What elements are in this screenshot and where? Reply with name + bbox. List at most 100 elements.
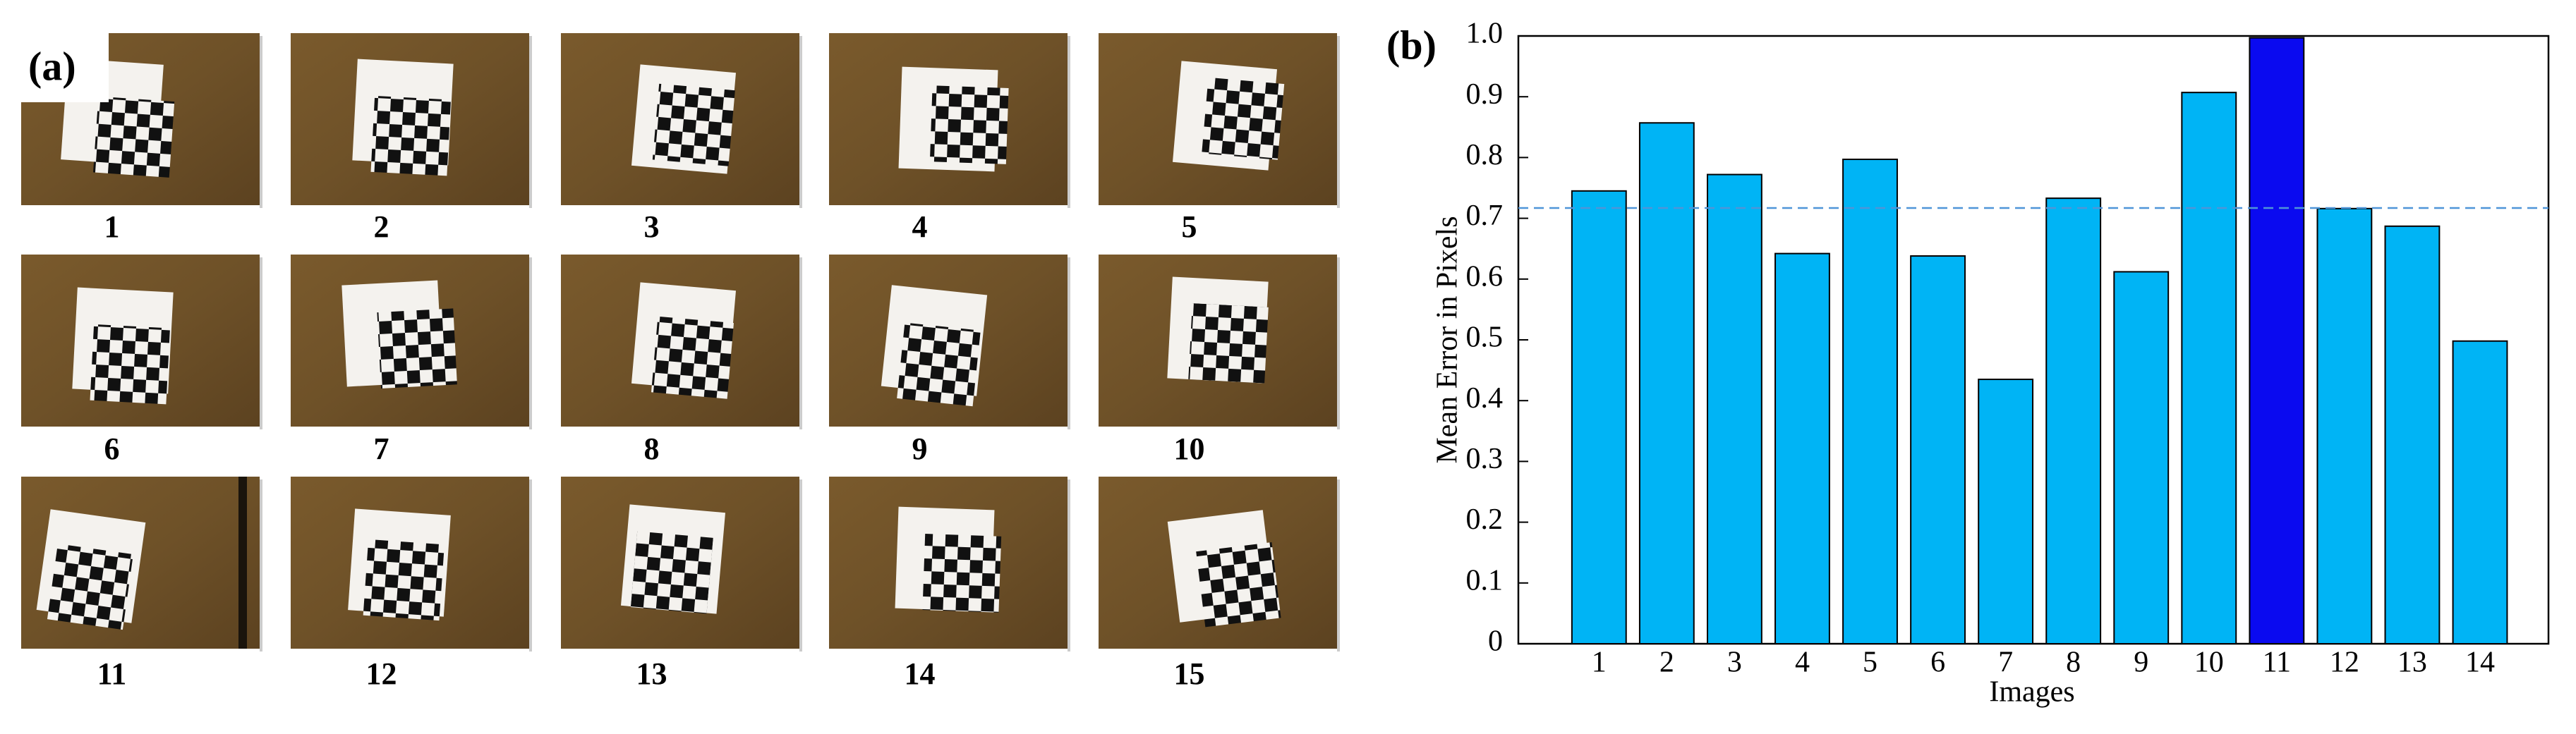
photo — [561, 255, 802, 429]
bar — [2452, 340, 2508, 644]
checker — [652, 83, 735, 166]
checker — [1188, 303, 1269, 384]
photo — [829, 255, 1070, 429]
y-tick-label: 0.5 — [1466, 322, 1504, 354]
y-tick-label: 0.3 — [1466, 443, 1504, 475]
checker — [370, 95, 452, 176]
checkerboard — [1172, 61, 1285, 171]
photo — [1099, 255, 1340, 429]
photo-shadow — [260, 479, 262, 652]
photo — [21, 255, 262, 429]
photo — [1099, 33, 1340, 208]
x-tick-label: 3 — [1727, 647, 1742, 679]
x-tick-label: 10 — [2194, 647, 2224, 679]
checker — [363, 539, 445, 621]
bar — [1571, 190, 1627, 644]
photo-shadow — [799, 479, 802, 652]
checker — [90, 324, 171, 405]
bar — [2181, 92, 2237, 644]
bar — [2249, 37, 2305, 644]
checker — [92, 96, 175, 178]
checkerboard — [341, 280, 457, 389]
photo-shadow — [529, 257, 532, 429]
panel-b: 00.10.20.30.40.50.60.70.80.91.01 2 3 4 5 6 7 8 9… — [1386, 18, 2550, 709]
photo — [561, 477, 802, 652]
photo-number: 6 — [104, 432, 119, 466]
photo-shadow — [260, 36, 262, 208]
y-tick-label: 0.2 — [1466, 503, 1504, 536]
y-tick-label: 0.4 — [1466, 382, 1504, 415]
photo-shadow — [1337, 257, 1340, 429]
photo — [291, 255, 532, 429]
checkerboard — [881, 285, 988, 407]
y-axis-label: Mean Error in Pixels — [1432, 216, 1464, 463]
x-tick-label: 4 — [1795, 647, 1810, 679]
x-tick-label: 7 — [1998, 647, 2013, 679]
checkerboard — [352, 59, 454, 176]
checker — [922, 534, 1002, 613]
panel-label: (b) — [1386, 22, 1437, 68]
checkerboard — [1167, 510, 1281, 628]
checker — [630, 531, 713, 614]
y-tick-label: 1.0 — [1466, 18, 1504, 50]
photo-shadow — [799, 257, 802, 429]
checker — [929, 85, 1009, 164]
x-tick-label: 13 — [2397, 647, 2427, 679]
bar — [1842, 158, 1898, 644]
checkerboard — [895, 506, 1002, 613]
photo — [21, 477, 262, 652]
checkerboard — [620, 504, 726, 614]
photo-number: 11 — [97, 656, 127, 691]
photo-number: 4 — [912, 209, 927, 244]
photo-number: 14 — [904, 656, 935, 691]
photo-number: 5 — [1181, 209, 1197, 244]
bar — [2045, 197, 2102, 644]
photo-number: 8 — [643, 432, 659, 466]
photo — [829, 33, 1070, 208]
bar — [1774, 252, 1830, 644]
photo — [291, 477, 532, 652]
bar — [2113, 271, 2170, 644]
photo-number: 2 — [373, 209, 389, 244]
y-tick-label: 0.9 — [1466, 78, 1504, 111]
bar — [1910, 255, 1966, 644]
photo — [1099, 477, 1340, 652]
bar — [1706, 173, 1762, 644]
bar — [1638, 122, 1695, 645]
photo — [829, 477, 1070, 652]
photo-number: 9 — [912, 432, 927, 466]
x-tick-label: 8 — [2066, 647, 2081, 679]
y-tick-label: 0 — [1488, 625, 1503, 658]
label-box — [20, 33, 109, 102]
photo-number: 13 — [636, 656, 667, 691]
photo-shadow — [1337, 479, 1340, 652]
x-tick-label: 1 — [1592, 647, 1607, 679]
photo-number: 7 — [373, 432, 389, 466]
bar — [2316, 207, 2373, 645]
x-tick-label: 2 — [1659, 647, 1674, 679]
photo-number: 3 — [643, 209, 659, 244]
photo-shadow — [1068, 36, 1070, 208]
panel-label: (a) — [28, 43, 76, 89]
checker — [651, 316, 734, 399]
checkerboard — [36, 509, 146, 630]
checker — [47, 544, 133, 630]
photo-shadow — [799, 36, 802, 208]
x-tick-label: 5 — [1863, 647, 1877, 679]
photo-number: 1 — [104, 209, 119, 244]
checkerboard — [348, 508, 451, 621]
checker — [897, 322, 981, 407]
bar — [1978, 379, 2034, 645]
photo-shadow — [529, 36, 532, 208]
checkerboard — [898, 66, 1009, 172]
x-tick-label: 11 — [2263, 647, 2291, 679]
photo-number: 12 — [365, 656, 397, 691]
photo-shadow — [260, 257, 262, 429]
checker — [1202, 77, 1285, 160]
x-tick-label: 14 — [2465, 647, 2495, 679]
x-tick-label: 12 — [2330, 647, 2359, 679]
checkerboard — [631, 282, 737, 399]
checkerboard — [1167, 276, 1269, 384]
